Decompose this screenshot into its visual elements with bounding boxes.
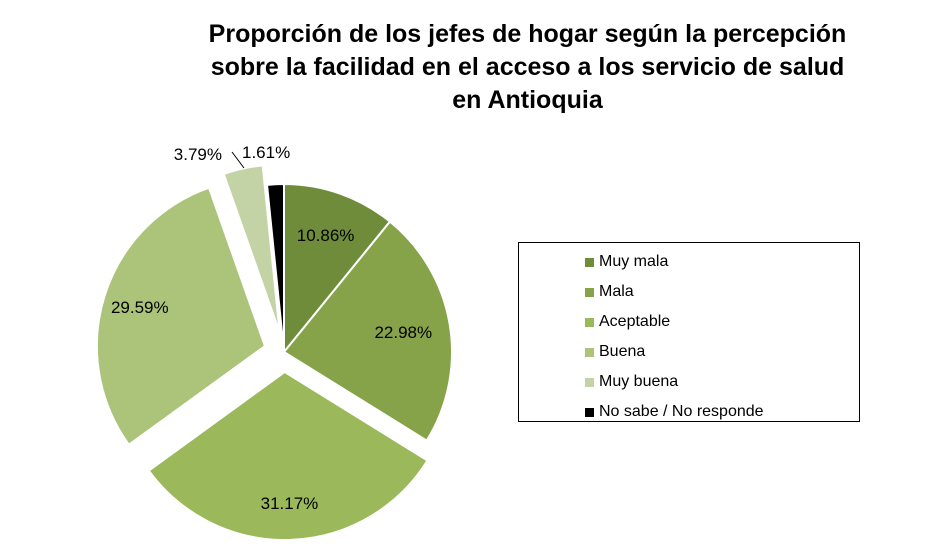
legend-swatch (585, 317, 594, 327)
chart-title-line-2: sobre la facilidad en el acceso a los se… (210, 53, 845, 81)
legend-label: Muy mala (599, 253, 669, 270)
pie-data-labels: 10.86% 22.98% 31.17% 29.59% 3.79% 1.61% (111, 143, 432, 513)
leader-line (231, 151, 245, 169)
chart-legend: Muy mala Mala Aceptable Buena Muy buena No sa… (518, 242, 860, 422)
pie-slice-aceptable (147, 370, 429, 541)
pie-slice-no-sabe-no-responde (265, 182, 285, 353)
legend-label: No sabe / No responde (599, 403, 764, 420)
legend-item: Aceptable (585, 312, 670, 332)
pie-leader-lines (231, 151, 245, 169)
data-label-muy-buena: 3.79% (174, 145, 222, 164)
legend-item: Buena (585, 342, 645, 362)
legend-label: Muy buena (599, 373, 679, 390)
legend-swatch (585, 407, 594, 417)
legend-item: Muy buena (585, 372, 678, 392)
chart-title-line-1: Proporción de los jefes de hogar según l… (208, 20, 847, 48)
pie-slices (95, 164, 453, 541)
data-label-mala: 22.98% (374, 323, 432, 342)
chart-title-line-3: en Antioquia (452, 86, 603, 114)
legend-item: Mala (585, 282, 634, 302)
legend-item: No sabe / No responde (585, 402, 764, 422)
pie-slice-mala (282, 220, 453, 442)
legend-item: Muy mala (585, 252, 668, 272)
legend-label: Aceptable (599, 313, 671, 330)
legend-swatch (585, 257, 594, 267)
legend-swatch (585, 287, 594, 297)
legend-label: Buena (599, 343, 646, 360)
data-label-no-sabe-no-responde: 1.61% (242, 143, 290, 162)
legend-swatch (585, 347, 594, 357)
legend-label: Mala (599, 283, 634, 300)
legend-swatch (585, 377, 594, 387)
data-label-aceptable: 31.17% (261, 494, 319, 513)
chart-title: Proporción de los jefes de hogar según l… (150, 18, 905, 117)
pie-slice-buena (95, 186, 267, 447)
pie-slice-muy-buena (222, 164, 281, 333)
data-label-muy-mala: 10.86% (297, 226, 355, 245)
data-label-buena: 29.59% (111, 298, 169, 317)
pie-slice-muy-mala (283, 182, 392, 355)
